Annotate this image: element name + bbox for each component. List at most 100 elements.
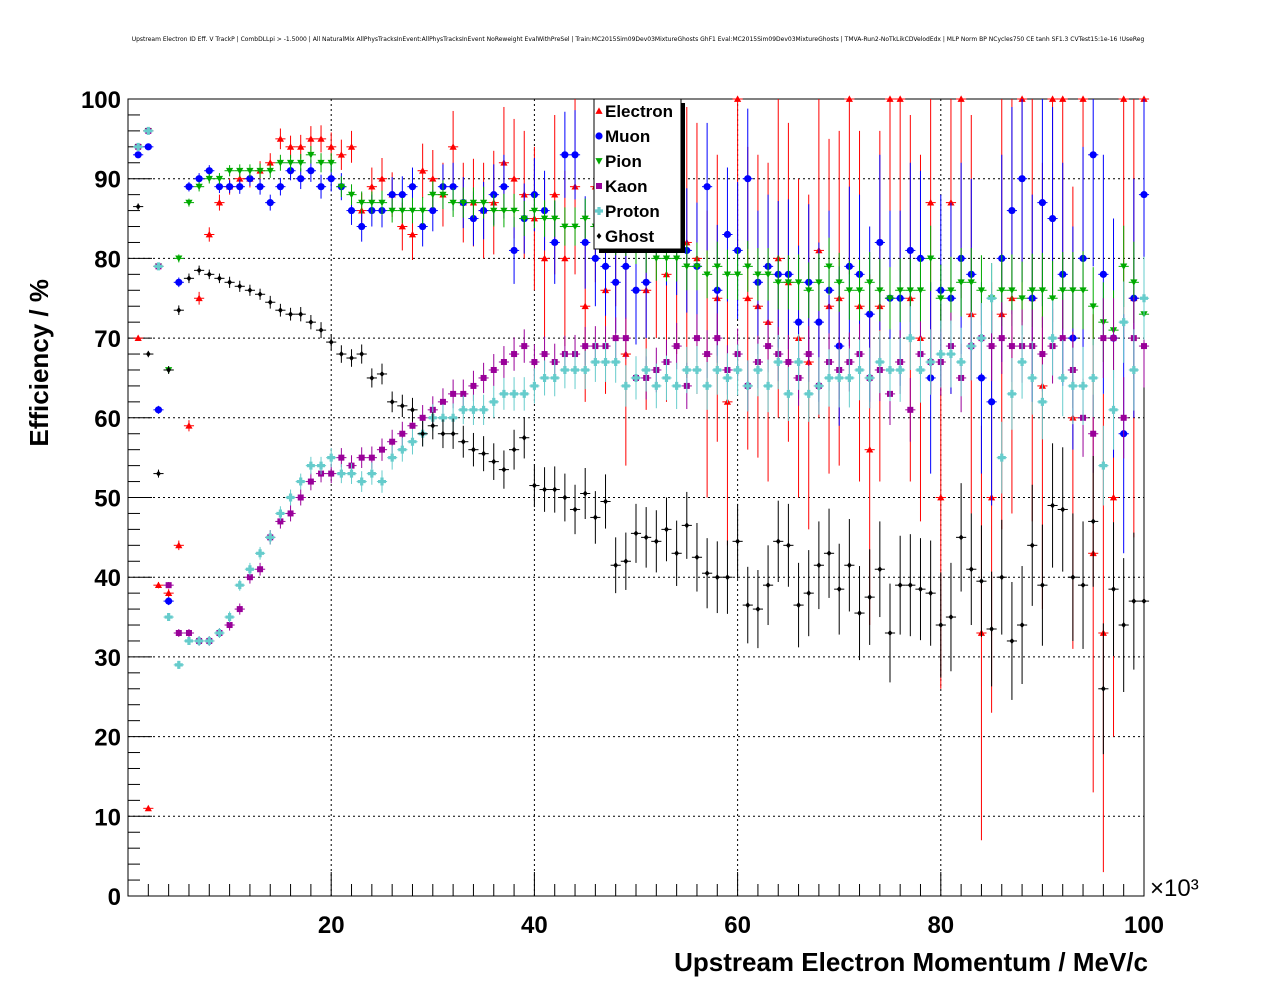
x-tick-label: 40	[521, 912, 548, 939]
data-point	[236, 167, 244, 175]
data-point	[510, 175, 518, 182]
data-point	[175, 629, 182, 636]
data-point	[714, 574, 720, 581]
data-point	[246, 574, 253, 581]
data-point	[257, 566, 264, 573]
data-point	[988, 343, 995, 350]
data-point	[154, 581, 163, 589]
data-point	[430, 422, 436, 429]
data-point	[957, 95, 965, 102]
data-point	[327, 159, 335, 167]
data-point	[714, 335, 721, 342]
data-point	[977, 334, 986, 343]
data-point	[550, 373, 559, 382]
data-point	[662, 373, 671, 382]
data-point	[805, 287, 813, 294]
data-point	[307, 478, 314, 485]
data-point	[337, 183, 345, 191]
legend-label-electron: Electron	[605, 102, 673, 121]
data-point	[226, 167, 234, 175]
data-point	[398, 207, 406, 215]
data-point	[897, 582, 903, 589]
data-point	[531, 359, 538, 366]
data-point	[774, 279, 782, 286]
legend-label-pion: Pion	[605, 152, 642, 171]
data-point	[470, 382, 477, 389]
data-point	[1048, 214, 1057, 223]
data-point	[713, 365, 722, 374]
data-point	[560, 365, 569, 374]
data-point	[521, 343, 528, 350]
data-point	[307, 135, 315, 142]
data-point	[449, 143, 457, 150]
data-point	[460, 438, 466, 445]
data-point	[469, 405, 478, 414]
legend-marker-pion	[595, 158, 603, 165]
data-point	[886, 95, 894, 102]
data-point	[276, 135, 284, 142]
data-point	[237, 283, 243, 290]
data-point	[358, 454, 365, 461]
data-point	[907, 582, 913, 589]
data-point	[500, 359, 507, 366]
data-point	[612, 278, 620, 286]
data-point	[601, 358, 610, 367]
data-point	[733, 365, 742, 374]
data-point	[1079, 95, 1087, 102]
series-proton	[133, 126, 1150, 669]
data-point	[1069, 287, 1077, 294]
data-point	[286, 493, 295, 502]
data-point	[1140, 294, 1148, 303]
data-point	[1099, 270, 1107, 278]
data-point	[936, 350, 945, 359]
data-point	[185, 199, 193, 207]
chart-title: Upstream Electron ID Eff. V TrackP | Com…	[131, 36, 1145, 43]
data-point	[215, 175, 224, 183]
data-point	[257, 291, 263, 298]
data-point	[755, 606, 761, 613]
data-point	[1059, 287, 1067, 294]
data-point	[581, 365, 590, 374]
data-point	[734, 95, 742, 102]
data-point	[855, 365, 864, 374]
data-point	[664, 526, 669, 533]
data-point	[683, 263, 691, 270]
data-point	[532, 482, 537, 489]
data-point	[1068, 381, 1077, 390]
data-point	[632, 373, 641, 382]
data-point	[358, 222, 366, 231]
legend-marker-kaon	[596, 183, 602, 189]
data-point	[723, 373, 732, 382]
data-point	[642, 278, 650, 286]
data-point	[633, 530, 639, 537]
data-point	[1131, 598, 1137, 605]
data-point	[368, 199, 376, 207]
data-point	[388, 191, 396, 199]
data-point	[581, 238, 589, 247]
data-point	[521, 434, 527, 441]
data-point	[652, 255, 660, 262]
data-point	[388, 207, 396, 215]
data-point	[154, 262, 163, 271]
data-point	[703, 381, 712, 390]
data-point	[398, 445, 407, 454]
data-point	[796, 602, 801, 609]
data-point	[135, 203, 141, 210]
data-point	[1018, 295, 1026, 302]
data-point	[450, 390, 457, 397]
data-point	[226, 622, 233, 629]
data-point	[1009, 637, 1015, 644]
data-point	[703, 183, 711, 191]
data-point	[967, 279, 975, 286]
data-point	[998, 335, 1005, 342]
data-point	[592, 514, 598, 521]
data-point	[520, 215, 528, 223]
data-point	[195, 183, 203, 191]
data-point	[429, 206, 437, 215]
data-point	[205, 175, 213, 183]
data-point	[896, 365, 905, 374]
data-point	[347, 469, 356, 478]
data-point	[582, 343, 589, 350]
data-point	[765, 582, 771, 589]
